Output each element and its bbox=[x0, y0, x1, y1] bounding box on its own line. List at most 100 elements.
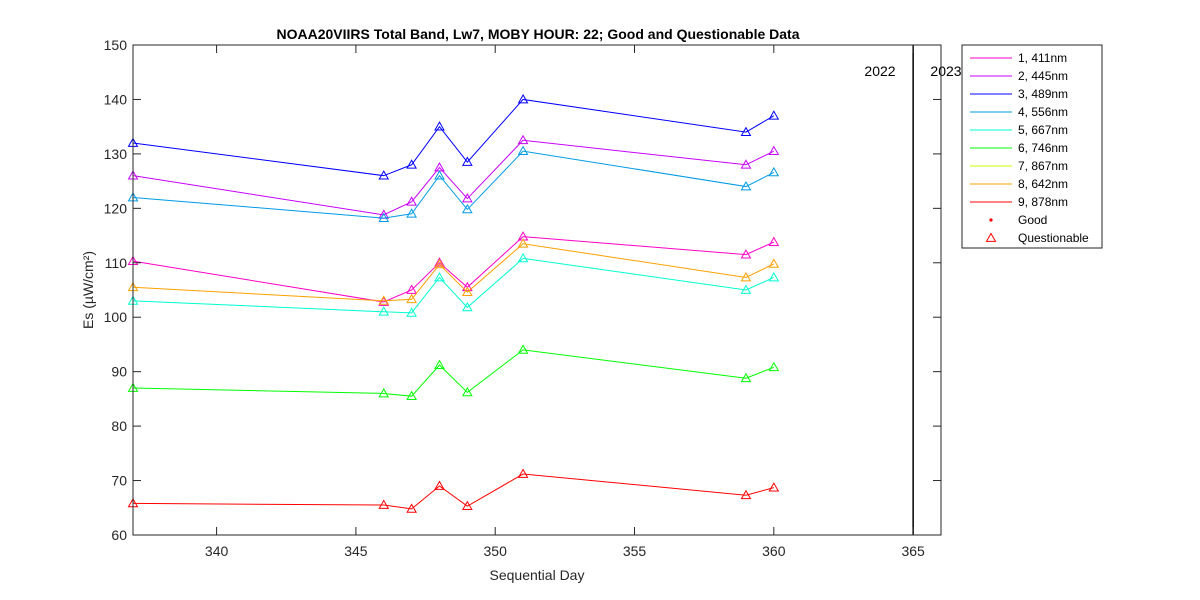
chart-title: NOAA20VIIRS Total Band, Lw7, MOBY HOUR: … bbox=[277, 26, 800, 42]
data-point-marker bbox=[740, 284, 752, 294]
data-point-marker bbox=[768, 110, 780, 120]
series-3 bbox=[127, 93, 780, 180]
series-line bbox=[132, 98, 775, 177]
data-point-marker bbox=[768, 236, 780, 246]
x-tick-label: 355 bbox=[623, 543, 647, 559]
y-tick-label: 60 bbox=[111, 527, 127, 543]
legend-entry: 8, 642nm bbox=[1018, 177, 1068, 191]
data-point-marker bbox=[378, 499, 390, 509]
data-point-marker bbox=[517, 252, 529, 263]
legend-marker-entry: Good bbox=[1018, 213, 1047, 227]
legend-entry: 7, 867nm bbox=[1018, 159, 1068, 173]
data-point-marker bbox=[740, 489, 752, 500]
data-point-marker bbox=[406, 208, 417, 218]
series-line bbox=[132, 236, 775, 303]
data-point-marker bbox=[461, 386, 473, 397]
data-point-marker bbox=[768, 482, 780, 492]
data-point-marker bbox=[434, 170, 445, 180]
x-tick-label: 345 bbox=[344, 543, 368, 559]
data-point-marker bbox=[406, 293, 417, 304]
data-point-marker bbox=[768, 361, 780, 372]
y-tick-label: 100 bbox=[104, 309, 128, 325]
series-8 bbox=[127, 238, 780, 305]
data-point-marker bbox=[740, 159, 752, 169]
data-point-marker bbox=[517, 344, 529, 354]
y-tick-label: 150 bbox=[104, 37, 128, 53]
data-point-marker bbox=[434, 258, 445, 269]
legend-questionable-marker bbox=[985, 232, 997, 242]
series-line bbox=[132, 243, 775, 302]
data-point-marker bbox=[406, 196, 417, 206]
data-point-marker bbox=[434, 257, 445, 267]
data-point-marker bbox=[434, 271, 445, 282]
data-point-marker bbox=[378, 170, 390, 180]
series-line bbox=[132, 349, 775, 397]
data-point-marker bbox=[517, 468, 529, 478]
data-point-marker bbox=[434, 480, 445, 490]
data-point-marker bbox=[434, 359, 445, 370]
series-5 bbox=[127, 252, 780, 317]
year-label-left: 2022 bbox=[864, 63, 895, 79]
data-point-marker bbox=[461, 281, 473, 292]
data-point-marker bbox=[406, 307, 417, 317]
data-point-marker bbox=[461, 193, 473, 203]
data-point-marker bbox=[517, 93, 529, 104]
legend-entry: 5, 667nm bbox=[1018, 123, 1068, 137]
data-point-marker bbox=[461, 286, 473, 297]
data-point-marker bbox=[517, 134, 529, 145]
axes: 340 345 350 355 360 365 60 70 80 90 100 110 120 130 14… bbox=[104, 37, 941, 559]
data-point-marker bbox=[406, 503, 417, 513]
data-point-marker bbox=[461, 203, 473, 214]
data-point-marker bbox=[406, 390, 417, 401]
y-tick-label: 120 bbox=[104, 200, 128, 216]
data-point-marker bbox=[461, 500, 473, 511]
data-point-marker bbox=[517, 145, 529, 156]
series-1 bbox=[127, 231, 780, 306]
legend-box bbox=[961, 44, 1103, 249]
data-point-marker bbox=[768, 145, 780, 156]
series-4 bbox=[127, 145, 780, 223]
series-9 bbox=[127, 468, 780, 513]
series-line bbox=[132, 257, 775, 314]
data-point-marker bbox=[378, 212, 390, 223]
y-tick-label: 80 bbox=[111, 418, 127, 434]
y-tick-label: 110 bbox=[105, 255, 128, 271]
data-point-marker bbox=[378, 296, 390, 306]
legend-marker-entry: Questionable bbox=[1018, 231, 1089, 245]
legend: 1, 411nm 2, 445nm 3, 489nm 4, 556nm 5, 667nm… bbox=[961, 44, 1103, 249]
legend-entry: 9, 878nm bbox=[1018, 195, 1068, 209]
data-point-marker bbox=[740, 181, 752, 191]
data-point-marker bbox=[406, 159, 417, 169]
x-tick-label: 340 bbox=[205, 543, 229, 559]
series-6 bbox=[127, 344, 780, 401]
data-point-marker bbox=[378, 306, 390, 316]
y-tick-label: 70 bbox=[111, 473, 127, 489]
data-point-marker bbox=[461, 156, 473, 166]
data-point-marker bbox=[768, 271, 780, 282]
data-point-marker bbox=[740, 249, 752, 259]
series-line bbox=[132, 150, 775, 219]
y-tick-label: 140 bbox=[104, 91, 128, 107]
data-point-marker bbox=[378, 295, 390, 305]
legend-entry: 2, 445nm bbox=[1018, 69, 1068, 83]
year-divider: 2022 2023 bbox=[864, 45, 962, 535]
data-point-marker bbox=[740, 372, 752, 383]
data-point-marker bbox=[740, 126, 752, 136]
legend-entry: 3, 489nm bbox=[1018, 87, 1068, 101]
y-tick-label: 90 bbox=[111, 364, 127, 380]
series-layer bbox=[127, 93, 780, 513]
x-tick-label: 350 bbox=[484, 543, 508, 559]
legend-entry: 6, 746nm bbox=[1018, 141, 1068, 155]
data-point-marker bbox=[768, 258, 780, 268]
data-point-marker bbox=[406, 284, 417, 294]
legend-good-marker bbox=[989, 218, 993, 222]
axes-box bbox=[132, 44, 942, 536]
data-point-marker bbox=[740, 271, 752, 282]
series-line bbox=[132, 139, 775, 216]
plot-area bbox=[133, 45, 941, 535]
legend-entry: 1, 411nm bbox=[1018, 51, 1067, 65]
x-tick-label: 360 bbox=[762, 543, 786, 559]
series-line bbox=[132, 473, 774, 510]
data-point-marker bbox=[378, 387, 390, 398]
